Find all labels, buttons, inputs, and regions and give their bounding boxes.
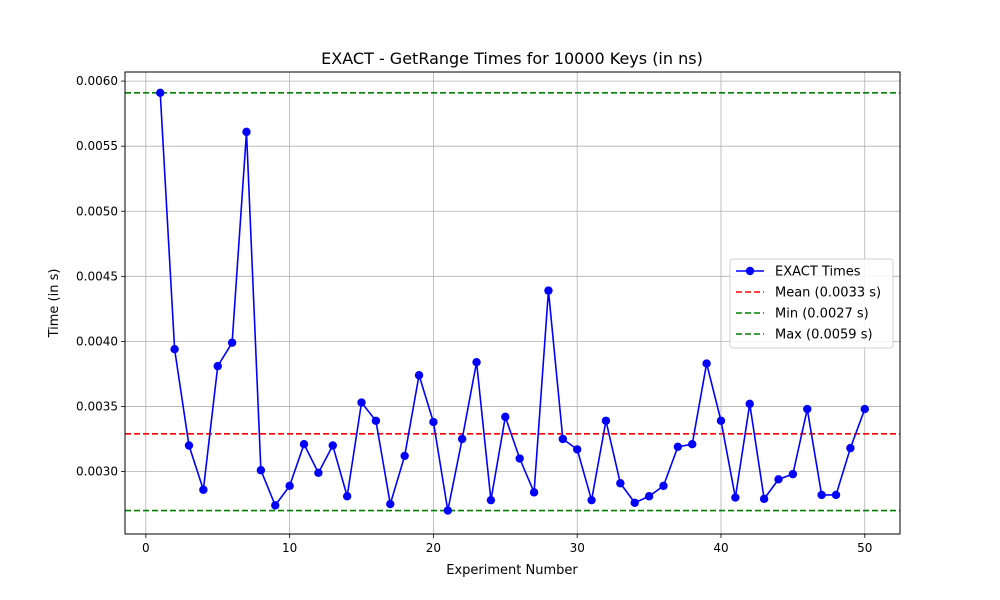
data-point — [443, 506, 452, 515]
data-point — [299, 440, 309, 449]
data-point — [271, 501, 280, 510]
y-tick-label: 0.0035 — [76, 399, 118, 413]
data-point — [227, 338, 237, 347]
data-point — [846, 443, 855, 453]
data-point — [386, 499, 395, 509]
x-tick-label: 30 — [570, 541, 585, 555]
data-point — [659, 481, 668, 491]
x-tick-label: 10 — [282, 541, 297, 555]
legend-marker-0 — [745, 266, 755, 276]
data-point — [558, 434, 568, 444]
data-point — [400, 451, 409, 461]
data-point — [673, 442, 683, 452]
data-point — [716, 416, 726, 425]
data-point — [199, 485, 208, 494]
data-point — [242, 127, 251, 137]
series-layer — [156, 88, 869, 515]
x-axis-ticks: 0 10 20 30 40 50 — [142, 534, 872, 555]
y-axis-ticks: 0.0030 0.0035 0.0040 0.0045 0.0050 0.0055 0.00… — [76, 74, 125, 479]
y-tick-label: 0.0040 — [76, 334, 118, 348]
reference-lines — [125, 92, 900, 512]
data-point — [213, 361, 222, 371]
data-point — [357, 398, 366, 407]
legend-label-1: Mean (0.0033 s) — [775, 286, 881, 301]
x-axis-label: Experiment Number — [446, 563, 578, 578]
data-point — [184, 441, 194, 450]
data-point — [314, 468, 323, 478]
data-point — [457, 434, 467, 444]
legend-label-3: Max (0.0059 s) — [775, 328, 873, 343]
data-point — [788, 469, 798, 479]
data-point — [170, 345, 179, 354]
legend-label-0: EXACT Times — [775, 265, 861, 280]
data-point — [587, 495, 596, 505]
data-point — [414, 371, 424, 380]
data-point — [529, 488, 539, 497]
data-point — [573, 445, 582, 454]
data-point — [803, 404, 812, 414]
data-point — [759, 494, 769, 504]
data-point — [644, 492, 654, 501]
chart-title: EXACT - GetRange Times for 10000 Keys (i… — [321, 49, 703, 68]
data-point — [745, 399, 754, 409]
data-point — [429, 417, 438, 427]
data-point — [285, 481, 294, 491]
data-point — [342, 492, 352, 501]
y-tick-label: 0.0045 — [76, 269, 118, 283]
data-point — [831, 490, 841, 500]
y-tick-label: 0.0050 — [76, 204, 118, 218]
y-axis-label: Time (in s) — [47, 269, 62, 339]
plot-frame — [124, 71, 901, 535]
data-point — [817, 490, 826, 500]
y-tick-label: 0.0030 — [76, 465, 118, 479]
data-point — [616, 479, 625, 488]
data-point — [860, 404, 869, 414]
data-point — [486, 495, 496, 505]
x-tick-label: 50 — [857, 541, 872, 555]
data-point — [328, 441, 337, 450]
y-tick-label: 0.0060 — [76, 74, 118, 88]
data-point — [515, 454, 524, 463]
legend: EXACT Times Mean (0.0033 s) Min (0.0027 s)… — [729, 258, 894, 349]
y-tick-label: 0.0055 — [76, 139, 118, 153]
data-point — [371, 416, 381, 425]
data-point — [472, 358, 481, 367]
x-tick-label: 40 — [713, 541, 728, 555]
data-point — [501, 412, 510, 422]
data-point — [702, 359, 711, 368]
data-point — [601, 416, 611, 425]
data-point — [731, 493, 740, 502]
data-point — [688, 440, 697, 449]
data-point — [256, 466, 266, 475]
legend-box — [729, 258, 894, 349]
data-point — [630, 498, 639, 507]
data-point — [544, 286, 553, 295]
data-point — [774, 475, 783, 484]
legend-label-2: Min (0.0027 s) — [775, 307, 869, 322]
x-tick-label: 0 — [142, 541, 150, 555]
x-tick-label: 20 — [426, 541, 441, 555]
data-point — [156, 88, 165, 98]
